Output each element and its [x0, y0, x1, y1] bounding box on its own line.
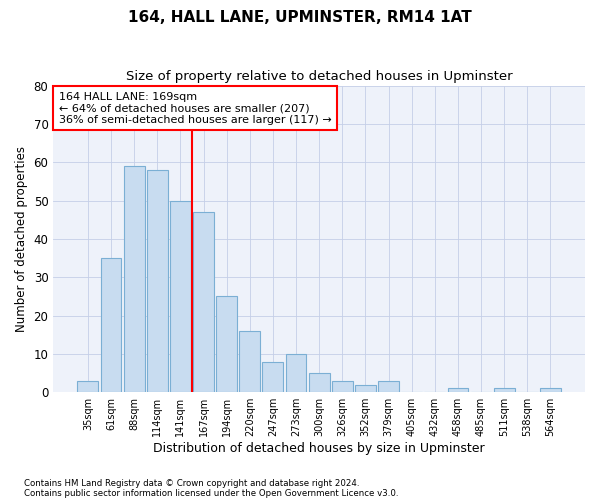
Bar — [239, 331, 260, 392]
Bar — [147, 170, 167, 392]
Bar — [494, 388, 515, 392]
Bar — [448, 388, 469, 392]
Bar — [170, 200, 191, 392]
Y-axis label: Number of detached properties: Number of detached properties — [15, 146, 28, 332]
Bar — [540, 388, 561, 392]
Text: 164 HALL LANE: 169sqm
← 64% of detached houses are smaller (207)
36% of semi-det: 164 HALL LANE: 169sqm ← 64% of detached … — [59, 92, 331, 125]
X-axis label: Distribution of detached houses by size in Upminster: Distribution of detached houses by size … — [154, 442, 485, 455]
Text: 164, HALL LANE, UPMINSTER, RM14 1AT: 164, HALL LANE, UPMINSTER, RM14 1AT — [128, 10, 472, 25]
Title: Size of property relative to detached houses in Upminster: Size of property relative to detached ho… — [126, 70, 512, 83]
Bar — [193, 212, 214, 392]
Bar — [355, 384, 376, 392]
Bar — [262, 362, 283, 392]
Bar — [378, 380, 399, 392]
Bar — [309, 373, 329, 392]
Bar — [286, 354, 307, 392]
Bar — [124, 166, 145, 392]
Bar — [216, 296, 237, 392]
Text: Contains HM Land Registry data © Crown copyright and database right 2024.: Contains HM Land Registry data © Crown c… — [24, 478, 359, 488]
Bar — [332, 380, 353, 392]
Bar — [77, 380, 98, 392]
Bar — [101, 258, 121, 392]
Text: Contains public sector information licensed under the Open Government Licence v3: Contains public sector information licen… — [24, 488, 398, 498]
